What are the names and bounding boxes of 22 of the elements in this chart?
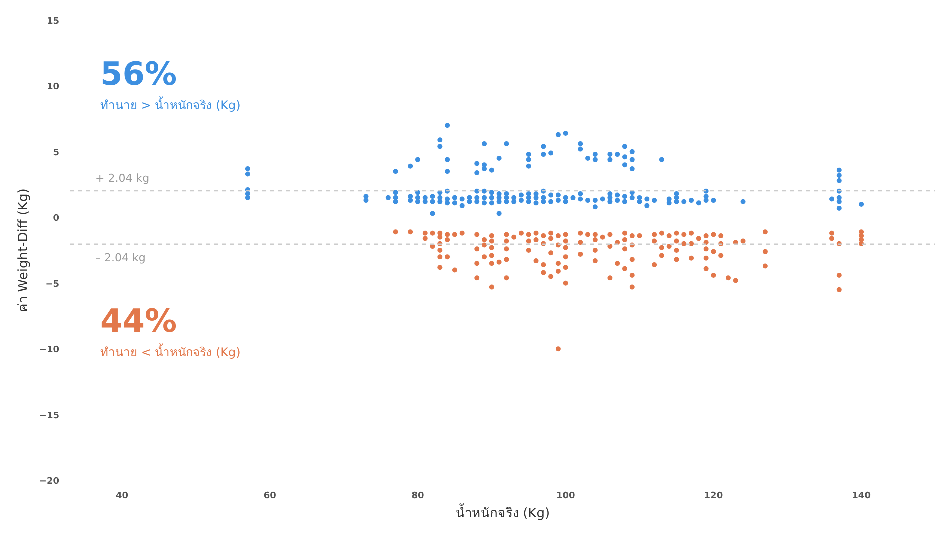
x-tick-label: 80 [412, 492, 424, 502]
y-tick-label: −10 [39, 346, 60, 356]
ref-line-label: + 2.04 kg [96, 172, 150, 185]
y-tick-label: 10 [46, 82, 60, 93]
y-tick-label: −15 [39, 411, 60, 422]
y-axis-title: ค่า Weight-Diff (Kg) [16, 188, 32, 312]
annotation: ทำนาย > น้ำหนักจริง (Kg) [100, 96, 241, 112]
y-tick-label: −5 [46, 280, 60, 290]
x-axis-title: น้ำหนักจริง (Kg) [456, 504, 550, 522]
y-tick-label: 5 [53, 148, 60, 158]
y-tick-label: 0 [53, 214, 60, 224]
x-tick-label: 140 [852, 492, 871, 502]
annotation: ทำนาย < น้ำหนักจริง (Kg) [100, 344, 241, 360]
ref-line-label: – 2.04 kg [96, 251, 146, 264]
annotation: 56% [100, 54, 178, 93]
y-tick-label: 15 [46, 17, 60, 27]
y-tick-label: −20 [39, 477, 60, 487]
x-tick-label: 60 [264, 492, 276, 502]
annotation: 44% [100, 302, 178, 340]
x-tick-label: 40 [116, 492, 129, 502]
x-tick-label: 120 [704, 492, 724, 502]
x-tick-label: 100 [556, 492, 576, 502]
